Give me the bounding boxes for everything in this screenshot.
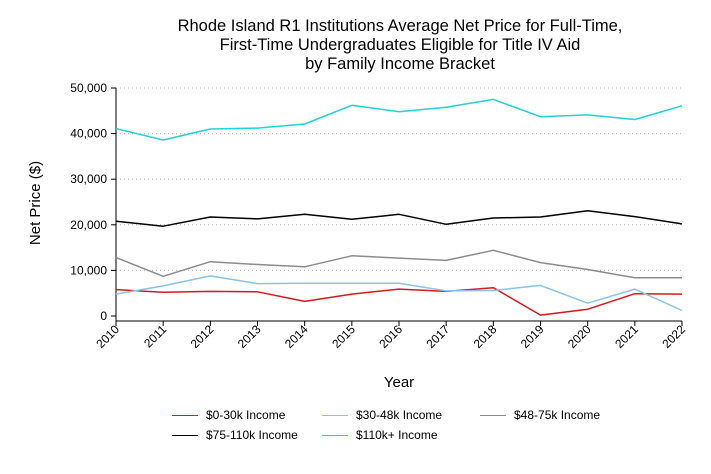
series-line	[115, 209, 683, 227]
x-tick-label: 2019	[518, 322, 547, 351]
legend-item: $30-48k Income	[322, 408, 480, 422]
x-tick-label: 2013	[235, 322, 264, 351]
y-tick-label: 40,000	[70, 127, 107, 141]
y-tick-label: 50,000	[70, 81, 107, 95]
legend-item: $110k+ Income	[322, 428, 480, 442]
legend-swatch	[322, 414, 348, 416]
x-axis-title: Year	[384, 374, 414, 391]
chart-title-line-2: First-Time Undergraduates Eligible for T…	[219, 36, 581, 54]
y-tick-label: 10,000	[70, 263, 107, 277]
series-line	[115, 275, 683, 312]
chart-title-line-3: by Family Income Bracket	[305, 55, 495, 73]
legend-swatch	[172, 414, 198, 416]
legend-label: $110k+ Income	[356, 428, 438, 442]
x-tick-label: 2018	[471, 322, 500, 351]
legend-label: $30-48k Income	[356, 408, 443, 422]
x-tick-label: 2012	[188, 322, 217, 351]
legend-swatch	[172, 434, 198, 436]
x-tick-label: 2011	[141, 322, 169, 350]
legend-item: $75-110k Income	[172, 428, 322, 442]
series-line	[115, 98, 683, 141]
series-lines	[115, 98, 683, 316]
x-tick-label: 2016	[376, 322, 405, 351]
chart-title: Rhode Island R1 Institutions Average Net…	[100, 17, 700, 74]
x-tick-label: 2021	[612, 322, 641, 351]
x-tick-label: 2010	[93, 322, 122, 351]
chart-title-line-1: Rhode Island R1 Institutions Average Net…	[177, 17, 623, 35]
series-line	[115, 286, 683, 316]
y-tick-label: 30,000	[70, 172, 107, 186]
legend-item: $48-75k Income	[480, 408, 630, 422]
y-tick-label: 20,000	[70, 218, 107, 232]
x-tick-label: 2017	[424, 322, 453, 351]
x-tick-label: 2014	[282, 322, 311, 351]
legend-swatch	[480, 414, 506, 416]
y-tick-label: 0	[100, 309, 107, 323]
legend-swatch	[322, 434, 348, 436]
y-axis-title: Net Price ($)	[27, 161, 44, 245]
x-tick-label: 2015	[329, 322, 358, 351]
legend: $0-30k Income $30-48k Income $48-75k Inc…	[172, 408, 642, 442]
legend-label: $75-110k Income	[206, 428, 298, 442]
legend-item: $0-30k Income	[172, 408, 322, 422]
x-tick-label: 2022	[659, 322, 688, 351]
legend-label: $48-75k Income	[514, 408, 601, 422]
legend-label: $0-30k Income	[206, 408, 286, 422]
series-line	[115, 249, 682, 279]
x-tick-label: 2020	[565, 322, 594, 351]
